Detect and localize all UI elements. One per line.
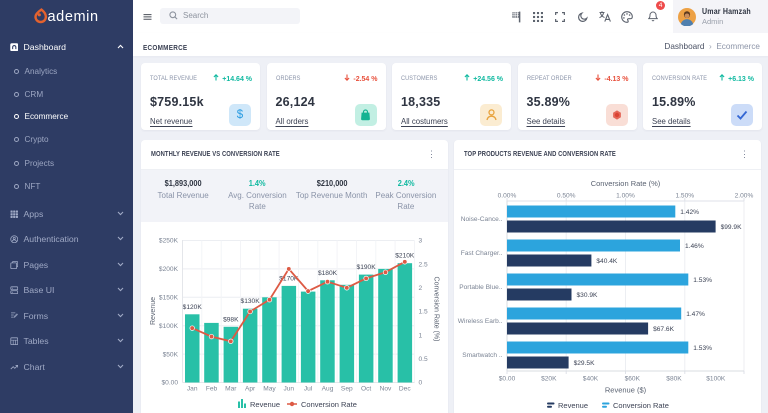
svg-text:2.00%: 2.00% [735,193,754,200]
svg-text:$200K: $200K [159,266,179,273]
svg-text:$80K: $80K [666,376,682,383]
svg-text:Conversion Rate (%): Conversion Rate (%) [591,179,661,188]
svg-text:$20K: $20K [541,376,557,383]
svg-text:1.5: 1.5 [419,309,428,316]
svg-text:$29.5K: $29.5K [574,360,596,367]
svg-text:Mar: Mar [225,386,237,393]
svg-text:$40K: $40K [583,376,599,383]
svg-text:$60K: $60K [625,376,641,383]
svg-text:$100K: $100K [706,376,726,383]
svg-text:ademin: ademin [48,9,99,25]
svg-text:1.53%: 1.53% [693,277,712,284]
svg-text:1.53%: 1.53% [693,345,712,352]
svg-text:$130K: $130K [241,298,261,305]
svg-text:$50K: $50K [163,351,179,358]
svg-text:Jul: Jul [304,386,313,393]
svg-text:Revenue: Revenue [558,401,588,410]
svg-text:Oct: Oct [361,386,371,393]
svg-text:1.50%: 1.50% [675,193,694,200]
svg-text:1: 1 [419,332,423,339]
svg-text:0.50%: 0.50% [557,193,576,200]
svg-text:$250K: $250K [159,238,179,245]
svg-text:$40.4K: $40.4K [596,258,618,265]
svg-text:Sep: Sep [341,386,353,393]
svg-text:Dec: Dec [399,386,411,393]
svg-text:Jun: Jun [283,386,294,393]
svg-text:$0.00: $0.00 [161,380,178,387]
svg-text:0.00%: 0.00% [498,193,517,200]
svg-text:Fast Charger..: Fast Charger.. [461,250,503,257]
svg-text:0: 0 [419,380,423,387]
svg-text:Aug: Aug [322,386,334,393]
svg-text:1.46%: 1.46% [685,243,704,250]
svg-text:$30.9K: $30.9K [577,292,599,299]
svg-text:Revenue ($): Revenue ($) [605,386,647,395]
svg-text:3: 3 [419,238,423,245]
svg-text:$0.00: $0.00 [499,376,516,383]
svg-text:$210K: $210K [395,253,415,260]
svg-text:$99.9K: $99.9K [721,224,743,231]
svg-text:Conversion Rate: Conversion Rate [613,401,669,410]
svg-text:Nov: Nov [380,386,392,393]
svg-text:Jan: Jan [187,386,198,393]
svg-text:Smartwatch ..: Smartwatch .. [462,352,502,359]
svg-text:$100K: $100K [159,323,179,330]
svg-text:$190K: $190K [357,264,377,271]
svg-text:Revenue: Revenue [250,400,280,409]
svg-text:May: May [263,386,276,393]
svg-text:0.5: 0.5 [419,356,428,363]
svg-text:1.42%: 1.42% [680,209,699,216]
svg-text:1.00%: 1.00% [616,193,635,200]
svg-text:Conversion Rate (%): Conversion Rate (%) [433,277,440,342]
svg-text:Portable Blue..: Portable Blue.. [459,284,502,291]
svg-text:$67.6K: $67.6K [653,326,675,333]
svg-text:$98K: $98K [223,316,239,323]
svg-text:1.47%: 1.47% [686,311,705,318]
svg-text:$180K: $180K [318,270,338,277]
svg-text:Wireless Earb..: Wireless Earb.. [458,318,503,325]
svg-text:$150K: $150K [159,295,179,302]
svg-text:Feb: Feb [206,386,218,393]
svg-text:Revenue: Revenue [150,297,157,325]
svg-text:Noise-Cance..: Noise-Cance.. [461,216,503,223]
svg-text:2.5: 2.5 [419,261,428,268]
svg-text:Apr: Apr [245,386,256,393]
svg-text:2: 2 [419,285,423,292]
svg-text:$120K: $120K [183,304,203,311]
svg-text:Conversion Rate: Conversion Rate [301,400,357,409]
svg-text:$170K: $170K [279,275,299,282]
